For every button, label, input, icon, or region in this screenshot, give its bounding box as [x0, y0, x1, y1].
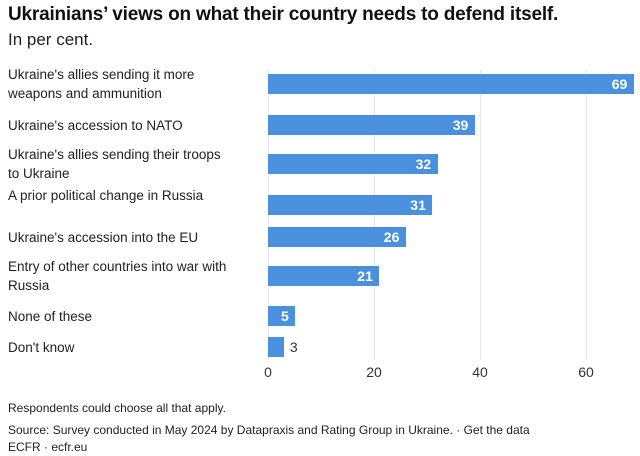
- gridline: [480, 70, 481, 360]
- data-label: 32: [415, 156, 432, 172]
- bar: [268, 266, 380, 286]
- x-tick-label: 20: [366, 364, 382, 380]
- data-label: 31: [410, 197, 426, 213]
- source: Source: Survey conducted in May 2024 by …: [8, 423, 530, 437]
- data-label: 69: [611, 76, 628, 92]
- gridline: [586, 70, 587, 360]
- chart-subtitle: In per cent.: [8, 30, 94, 49]
- bar: [268, 195, 433, 215]
- x-tick-label: 40: [472, 364, 488, 380]
- x-tick-label: 60: [578, 364, 594, 380]
- category-label: Don't know: [8, 339, 75, 355]
- data-label: 39: [452, 117, 469, 133]
- gridline: [374, 70, 375, 360]
- data-label: 26: [383, 229, 400, 245]
- bar: [268, 74, 634, 94]
- bar: [268, 115, 475, 135]
- bar: [268, 337, 284, 357]
- note: Respondents could choose all that apply.: [8, 401, 226, 415]
- category-label: Entry of other countries into war with R…: [8, 259, 227, 293]
- category-label: Ukraine's allies sending their troops to…: [8, 147, 221, 181]
- category-label: Ukraine's accession to NATO: [8, 117, 183, 133]
- bar: [268, 154, 438, 174]
- credit: ECFR · ecfr.eu: [8, 440, 88, 454]
- chart-title: Ukrainians’ views on what their country …: [8, 4, 559, 25]
- bar: [268, 227, 406, 247]
- x-tick-label: 0: [264, 364, 272, 380]
- category-label: Ukraine's accession into the EU: [8, 229, 199, 245]
- data-label: 5: [281, 308, 289, 324]
- bar: [268, 306, 295, 326]
- category-label: None of these: [8, 308, 93, 324]
- category-label: Ukraine's allies sending it more weapons…: [8, 67, 195, 101]
- category-label: A prior political change in Russia: [8, 188, 204, 203]
- data-label: 3: [289, 339, 298, 355]
- gridline: [268, 70, 269, 360]
- data-label: 21: [357, 268, 373, 284]
